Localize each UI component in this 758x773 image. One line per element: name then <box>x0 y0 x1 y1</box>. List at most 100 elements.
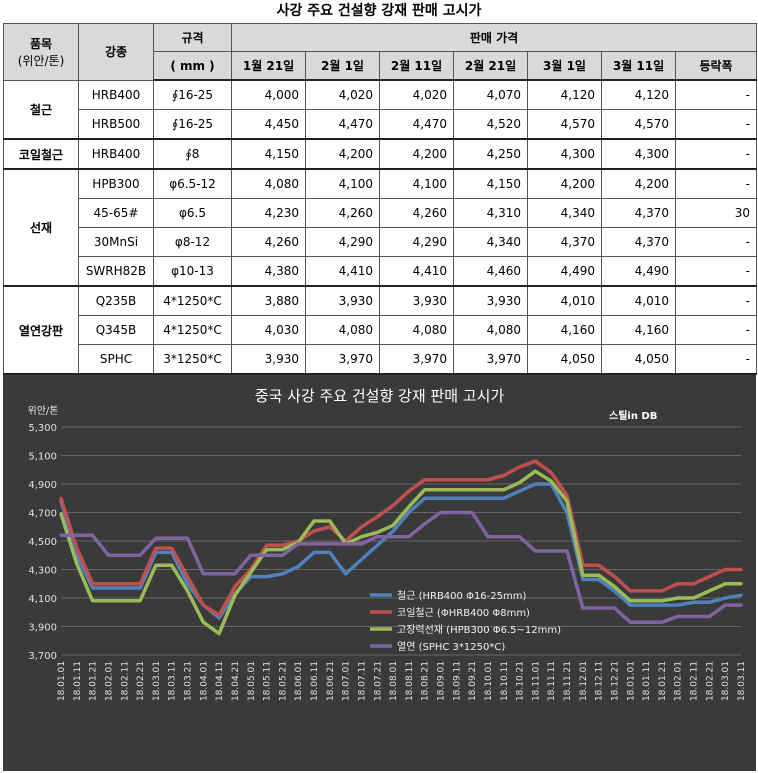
cell-spec: ∮16-25 <box>153 109 232 140</box>
header-grade: 강종 <box>78 23 154 81</box>
x-tick-label: 18.01.01 <box>626 661 636 701</box>
cell-price: 4,370 <box>527 227 602 257</box>
header-date: 1월 21일 <box>231 51 306 81</box>
header-date: 2월 1일 <box>305 51 380 81</box>
cell-price: 4,150 <box>453 168 528 199</box>
y-tick-label: 5,300 <box>28 423 57 434</box>
cell-price: 4,340 <box>527 198 602 228</box>
cell-grade: 45-65# <box>78 198 154 228</box>
table-body: 철근 HRB400 ∮16-25 4,000 4,020 4,020 4,070 4,120 4… <box>3 79 758 375</box>
cell-price: 4,470 <box>305 109 380 140</box>
cell-category: 철근 <box>3 79 79 140</box>
cell-price: 4,460 <box>453 256 528 287</box>
cell-price: 4,290 <box>305 227 380 257</box>
cell-price: 4,080 <box>379 315 454 345</box>
x-tick-label: 18.11.21 <box>563 661 573 701</box>
cell-price: 4,300 <box>601 138 676 170</box>
header-category: 품목 (위안/톤) <box>3 23 79 81</box>
x-tick-label: 18.07.21 <box>373 661 383 701</box>
cell-price: 4,000 <box>231 79 306 110</box>
cell-price: 4,020 <box>305 79 380 110</box>
cell-grade: 30MnSi <box>78 227 154 257</box>
cell-price: 3,930 <box>231 344 306 375</box>
x-tick-label: 18.02.01 <box>674 661 684 701</box>
y-tick-label: 3,900 <box>28 623 57 634</box>
y-tick-label: 3,700 <box>28 651 57 662</box>
x-tick-label: 18.07.01 <box>342 661 352 701</box>
cell-grade: HRB400 <box>78 79 154 110</box>
y-tick-label: 4,700 <box>28 509 57 520</box>
table-row: HRB500 ∮16-25 4,450 4,470 4,470 4,520 4,570 4,5… <box>4 109 758 140</box>
cell-price: 4,260 <box>231 227 306 257</box>
cell-category: 열연강판 <box>3 285 79 375</box>
x-tick-label: 18.10.21 <box>516 661 526 701</box>
header-category-unit: (위안/톤) <box>17 53 65 68</box>
x-tick-label: 18.02.21 <box>136 661 146 701</box>
cell-grade: HRB500 <box>78 109 154 140</box>
cell-price: 4,050 <box>601 344 676 375</box>
cell-spec: φ6.5-12 <box>153 168 232 199</box>
x-tick-label: 18.01.11 <box>73 661 83 701</box>
legend-label: 코일철근 (ΦHRB400 Φ8mm) <box>397 607 530 619</box>
x-tick-label: 18.12.21 <box>610 661 620 701</box>
cell-price: 4,080 <box>305 315 380 345</box>
x-tick-label: 18.08.21 <box>421 661 431 701</box>
table-row: 코일철근 HRB400 ∮8 4,150 4,200 4,200 4,250 4,300 4,3… <box>3 138 758 170</box>
cell-price: 4,260 <box>379 198 454 228</box>
cell-grade: HPB300 <box>78 168 154 199</box>
table-row: 철근 HRB400 ∮16-25 4,000 4,020 4,020 4,070 4,120 4… <box>3 79 758 140</box>
x-tick-label: 18.02.01 <box>104 661 114 701</box>
cell-change: - <box>674 168 758 199</box>
x-tick-label: 18.09.21 <box>468 661 478 701</box>
header-date: 2월 11일 <box>379 51 454 81</box>
cell-price: 4,310 <box>453 198 528 228</box>
cell-change: - <box>674 138 758 170</box>
x-tick-label: 18.03.01 <box>152 661 162 701</box>
cell-change: - <box>674 344 758 375</box>
y-tick-label: 4,100 <box>28 594 57 605</box>
x-tick-label: 18.03.11 <box>168 661 178 701</box>
cell-price: 4,050 <box>527 344 602 375</box>
cell-price: 4,490 <box>601 256 676 287</box>
cell-grade: SPHC <box>78 344 154 375</box>
cell-price: 4,150 <box>231 138 306 170</box>
cell-price: 4,490 <box>527 256 602 287</box>
x-tick-label: 18.01.21 <box>658 661 668 701</box>
cell-change: - <box>674 315 758 345</box>
x-tick-label: 18.01.01 <box>57 661 67 701</box>
y-tick-label: 4,900 <box>28 480 57 491</box>
cell-price: 4,410 <box>305 256 380 287</box>
x-tick-label: 18.05.21 <box>278 661 288 701</box>
cell-price: 4,070 <box>453 79 528 110</box>
cell-price: 4,160 <box>527 315 602 345</box>
table-row: SPHC 3*1250*C 3,930 3,970 3,970 3,970 4,050 4,0… <box>4 344 758 375</box>
cell-spec: 4*1250*C <box>153 285 232 316</box>
cell-price: 4,260 <box>305 198 380 228</box>
cell-price: 3,880 <box>231 285 306 316</box>
series-line <box>59 459 743 617</box>
x-tick-label: 18.10.01 <box>484 661 494 701</box>
cell-price: 4,020 <box>379 79 454 110</box>
header-price: 판매 가격 <box>230 23 758 52</box>
table-row: SWRH82B φ10-13 4,380 4,410 4,410 4,460 4,490 4,… <box>4 256 758 287</box>
cell-category: 코일철근 <box>3 138 79 170</box>
table-row: 선재 HPB300 φ6.5-12 4,080 4,100 4,100 4,150 4,200… <box>3 168 758 287</box>
x-tick-label: 18.05.01 <box>247 661 257 701</box>
x-tick-label: 18.11.01 <box>531 661 541 701</box>
x-tick-label: 18.12.01 <box>579 661 589 701</box>
cell-spec: ∮16-25 <box>153 79 232 110</box>
cell-price: 3,970 <box>379 344 454 375</box>
legend-label: 철근 (HRB400 Φ16-25mm) <box>397 590 526 602</box>
cell-grade: HRB400 <box>78 138 154 170</box>
x-tick-label: 18.09.01 <box>437 661 447 701</box>
table-row: Q345B 4*1250*C 4,030 4,080 4,080 4,080 4,160 4,… <box>4 315 758 345</box>
header-date: 2월 21일 <box>453 51 528 81</box>
cell-price: 4,370 <box>601 198 676 228</box>
cell-price: 4,200 <box>601 168 676 199</box>
y-tick-label: 4,300 <box>28 566 57 577</box>
cell-price: 4,120 <box>527 79 602 110</box>
cell-grade: SWRH82B <box>78 256 154 287</box>
x-tick-label: 18.07.11 <box>357 661 367 701</box>
cell-grade: Q235B <box>78 285 154 316</box>
